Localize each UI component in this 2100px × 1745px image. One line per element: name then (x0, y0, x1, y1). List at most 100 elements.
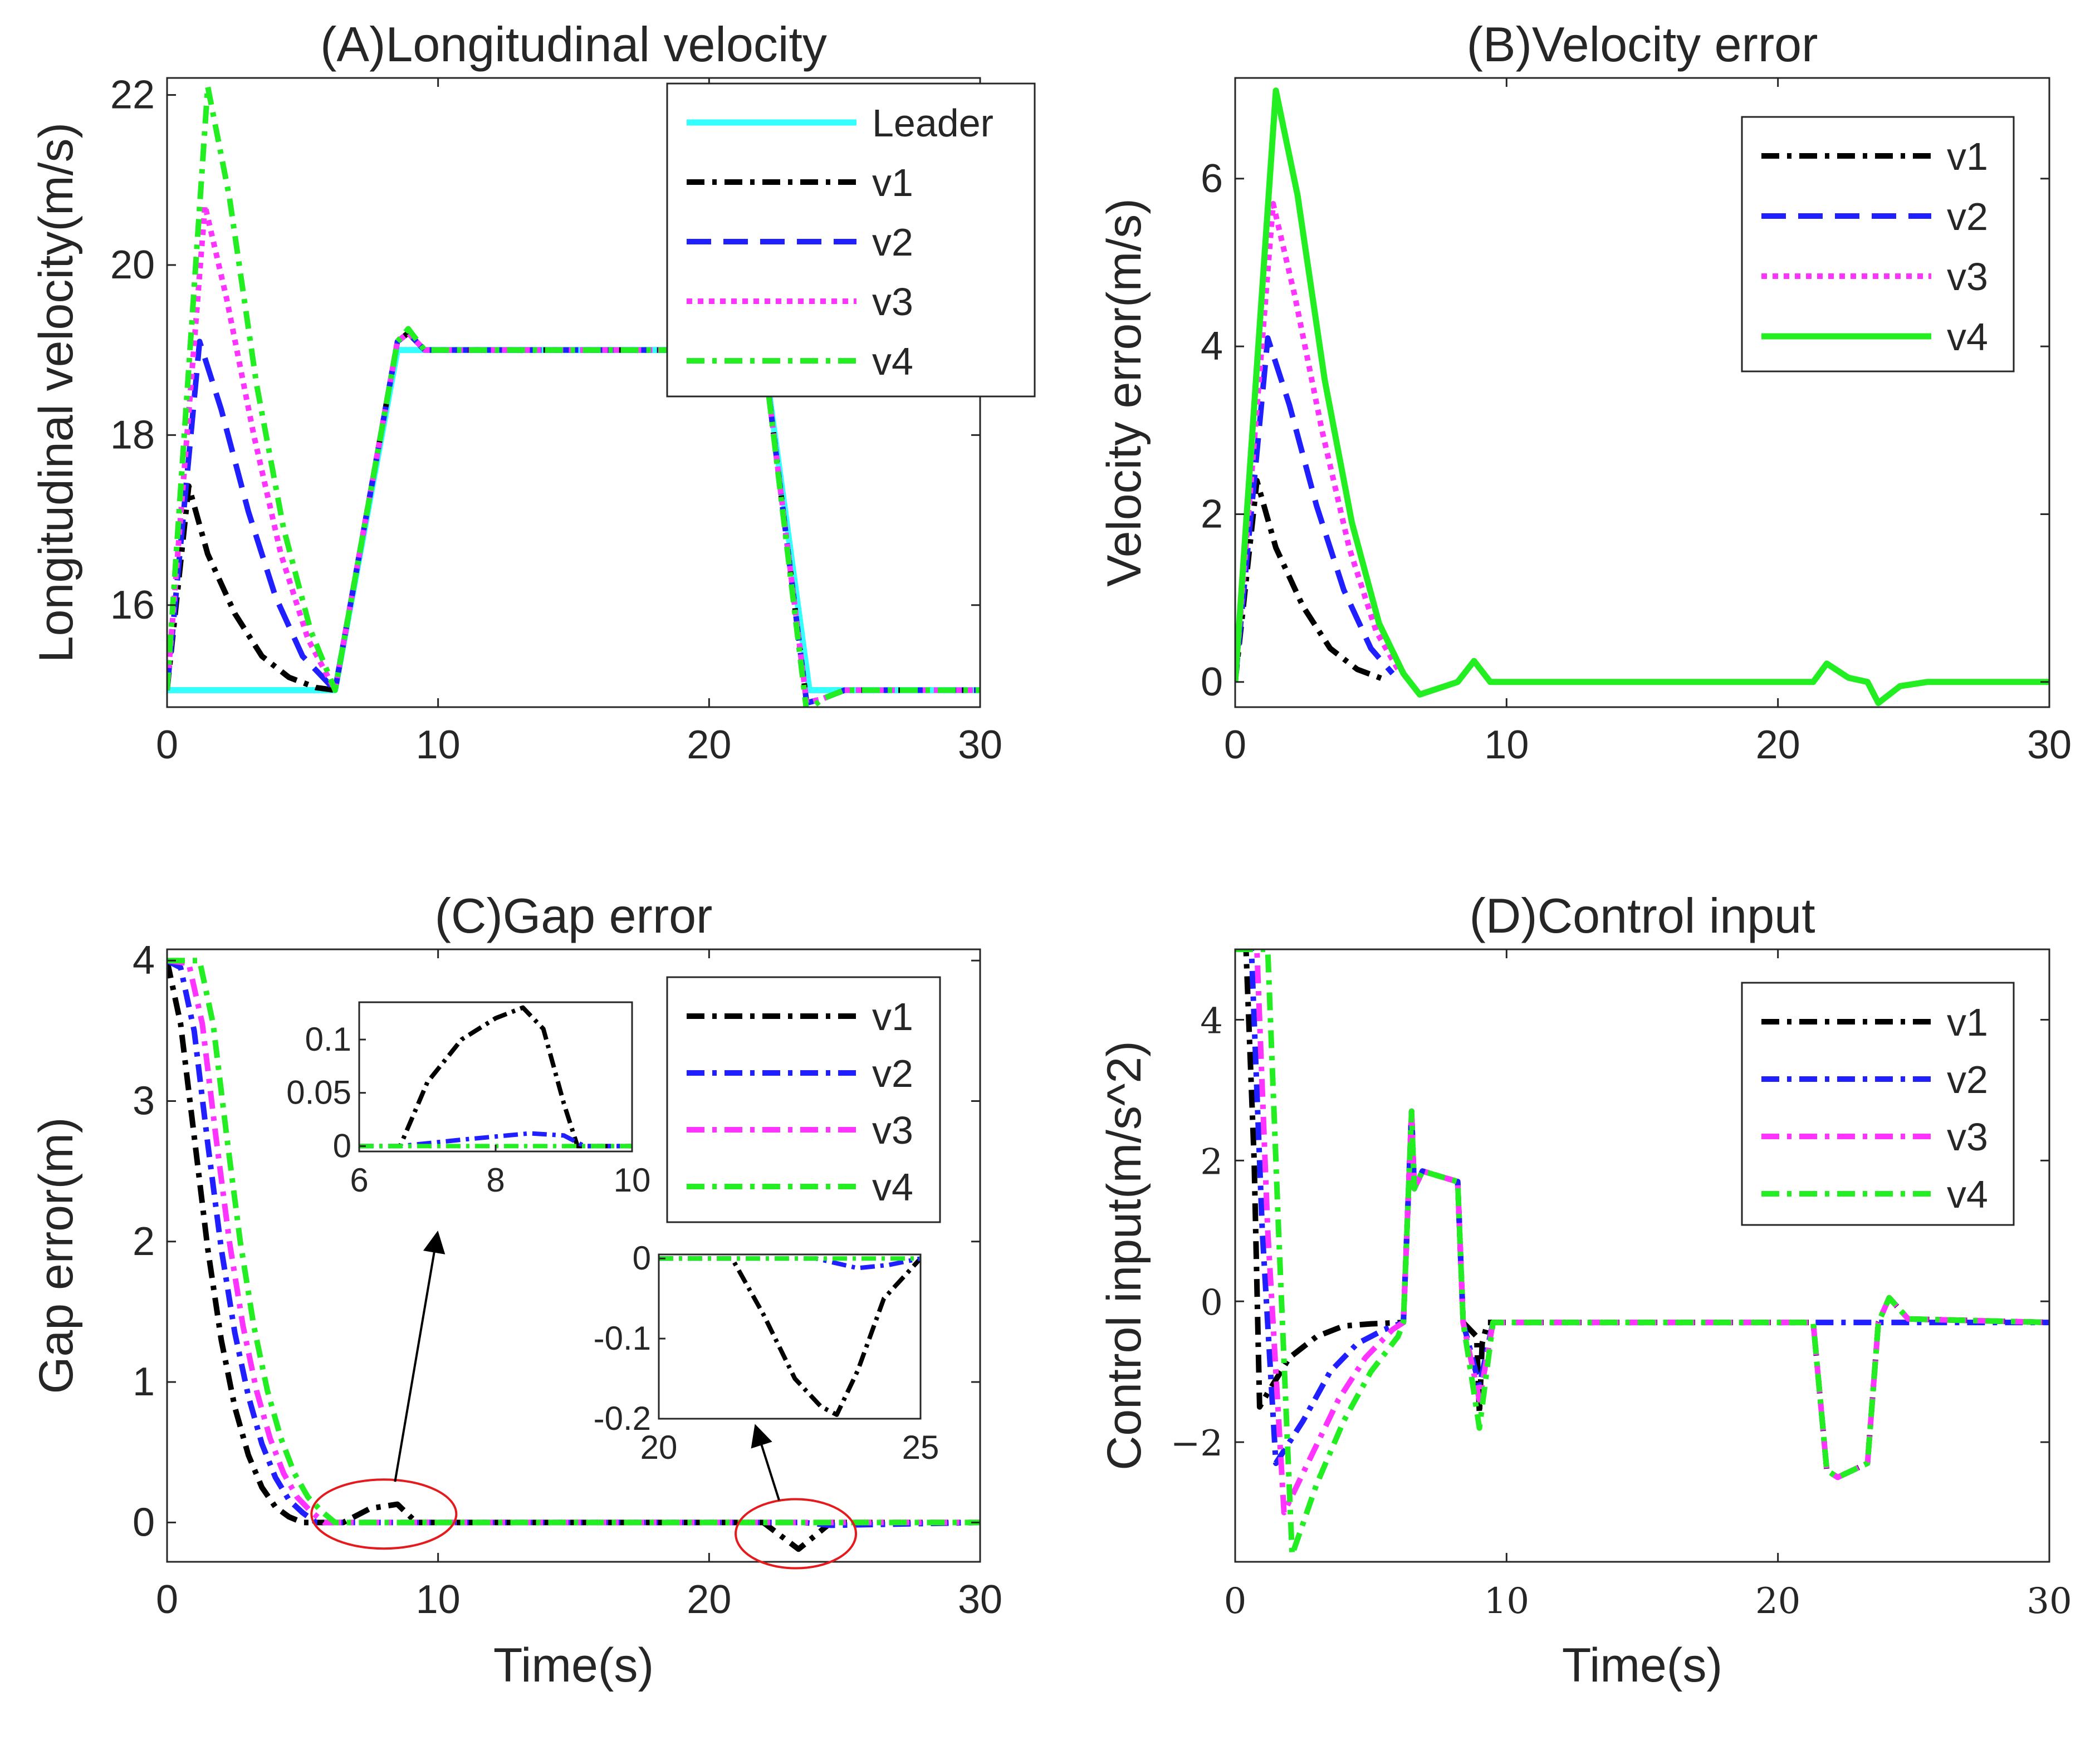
legend-label-B-v3: v3 (1947, 255, 1988, 298)
legend-label-C-v3: v3 (872, 1109, 913, 1152)
highlight-ellipse-1 (310, 1478, 458, 1550)
x-tick-label-A-20: 20 (687, 723, 731, 767)
series-group-A (167, 84, 980, 707)
inset-x-tick-label-1-10: 10 (614, 1161, 651, 1199)
chart-title-D: (D)Control input (1469, 888, 1815, 943)
series-group-D (1235, 949, 2049, 1558)
y-tick-label-D-2: 2 (1200, 1141, 1223, 1183)
inset-1: 6 8 10 0 0.05 0.1 (286, 1001, 651, 1199)
inset-x-tick-label-1-6: 6 (350, 1161, 368, 1199)
x-tick-label-C-10: 10 (416, 1577, 461, 1622)
chart-title-C: (C)Gap error (435, 888, 713, 943)
x-tick-label-B-30: 30 (2027, 723, 2072, 767)
y-tick-label-C-2: 2 (133, 1219, 155, 1264)
x-tick-label-D-30: 30 (2026, 1581, 2072, 1622)
series-group-C (167, 958, 980, 1552)
y-tick-label-B-6: 6 (1201, 156, 1223, 201)
y-tick-label-C-4: 4 (133, 938, 155, 983)
legend-D: v1 v2 v3 v4 (1741, 982, 2015, 1226)
x-axis-label-D: Time(s) (1562, 1639, 1722, 1692)
inset-bg-1 (359, 1002, 632, 1151)
series-line-A-v4 (167, 84, 980, 707)
y-tick-label-D--2: −2 (1171, 1423, 1223, 1464)
chart-title-B: (B)Velocity error (1467, 17, 1818, 72)
y-tick-label-D-0: 0 (1200, 1282, 1223, 1324)
axis-frame-B (1234, 77, 2050, 708)
x-tick-label-D-0: 0 (1224, 1581, 1247, 1622)
inset-y-tick-label-2--0.1: -0.1 (594, 1320, 651, 1357)
arrow-to-inset-1 (394, 1231, 446, 1482)
legend-label-A-v3: v3 (872, 280, 913, 323)
x-tick-label-C-20: 20 (687, 1577, 731, 1622)
axis-frame-D (1234, 948, 2050, 1563)
series-line-A-leader (167, 347, 980, 693)
x-tick-label-A-30: 30 (958, 723, 1002, 767)
x-tick-label-B-20: 20 (1756, 723, 1800, 767)
inset-y-tick-label-2--0.2: -0.2 (594, 1400, 651, 1437)
x-tick-label-C-0: 0 (156, 1577, 178, 1622)
inset-frame-2 (658, 1253, 922, 1420)
x-tick-label-A-10: 10 (416, 723, 461, 767)
highlight-ellipse-2 (735, 1498, 858, 1570)
x-tick-label-C-30: 30 (958, 1577, 1002, 1622)
legend-label-B-v1: v1 (1947, 135, 1988, 178)
series-line-D-v4 (1235, 949, 2049, 1558)
inset-line-2-v2 (659, 1256, 921, 1271)
y-axis-label-A: Longitudinal velocity(m/s) (30, 122, 83, 663)
inset-line-2-v1 (659, 1256, 921, 1417)
series-line-C-v4 (167, 958, 980, 1526)
inset-y-tick-label-1-0: 0 (333, 1127, 351, 1164)
y-axis-label-C: Gap error(m) (30, 1117, 83, 1394)
legend-C: v1 v2 v3 v4 (666, 976, 941, 1223)
chart-title-A: (A)Longitudinal velocity (320, 17, 827, 72)
series-line-B-v1 (1235, 478, 1386, 683)
series-line-C-v3 (167, 958, 980, 1526)
panel-D: 0 10 20 30 −2 0 2 4 (D)Control input Control inpu… (1098, 888, 2072, 1692)
x-tick-label-D-10: 10 (1484, 1581, 1529, 1622)
y-axis-label-B: Velocity error(m/s) (1098, 198, 1151, 587)
y-tick-label-C-1: 1 (133, 1360, 155, 1404)
inset-x-tick-label-2-25: 25 (902, 1429, 939, 1466)
panel-C: 0 10 20 30 0 1 2 3 4 (C)Gap error Gap error(m) Time… (30, 888, 1002, 1692)
x-tick-label-A-0: 0 (156, 723, 178, 767)
y-tick-label-D-4: 4 (1200, 1001, 1223, 1042)
panel-A: 0 10 20 30 16 18 20 22 (A)Longitudinal velocity L… (30, 17, 1036, 767)
x-tick-label-B-0: 0 (1224, 723, 1246, 767)
y-axis-label-D: Control input(m/s^2) (1098, 1041, 1151, 1470)
legend-label-B-v4: v4 (1947, 315, 1988, 359)
inset-series-2 (659, 1256, 921, 1417)
y-tick-label-C-0: 0 (133, 1500, 155, 1545)
panel-B: 0 10 20 30 0 2 4 6 (B)Velocity error Velocity err… (1098, 17, 2072, 767)
legend-box-B (1741, 116, 2015, 372)
legend-label-C-v2: v2 (872, 1052, 913, 1095)
series-line-B-v2 (1235, 335, 1395, 683)
legend-label-C-v4: v4 (872, 1165, 913, 1209)
y-tick-label-A-20: 20 (110, 243, 155, 287)
legend-B: v1 v2 v3 v4 (1741, 116, 2015, 372)
x-tick-label-B-10: 10 (1484, 723, 1529, 767)
arrow-to-inset-2 (751, 1424, 780, 1501)
inset-bg-2 (659, 1254, 921, 1419)
y-tick-label-B-2: 2 (1201, 492, 1223, 536)
series-line-B-v4 (1235, 87, 2049, 706)
y-tick-label-A-22: 22 (110, 73, 155, 117)
inset-y-tick-label-2-0: 0 (633, 1239, 651, 1277)
legend-label-A-v2: v2 (872, 220, 913, 264)
y-tick-label-A-16: 16 (110, 583, 155, 628)
y-tick-label-B-4: 4 (1201, 324, 1223, 369)
inset-2: 20 25 -0.2 -0.1 0 (594, 1239, 939, 1466)
series-line-A-v2 (167, 330, 980, 706)
y-tick-label-B-0: 0 (1201, 660, 1223, 704)
legend-A: Leader v1 v2 v3 v4 (666, 82, 1036, 398)
series-line-B-v3 (1235, 201, 1401, 683)
inset-y-tick-label-1-0.05: 0.05 (286, 1074, 351, 1111)
x-axis-label-C: Time(s) (493, 1639, 654, 1692)
axis-frame-C (166, 948, 981, 1563)
y-tick-label-A-18: 18 (110, 413, 155, 457)
legend-label-A-v1: v1 (872, 161, 913, 204)
legend-label-A-v4: v4 (872, 340, 913, 383)
legend-label-C-v1: v1 (872, 995, 913, 1038)
legend-label-A-leader: Leader (872, 101, 993, 145)
